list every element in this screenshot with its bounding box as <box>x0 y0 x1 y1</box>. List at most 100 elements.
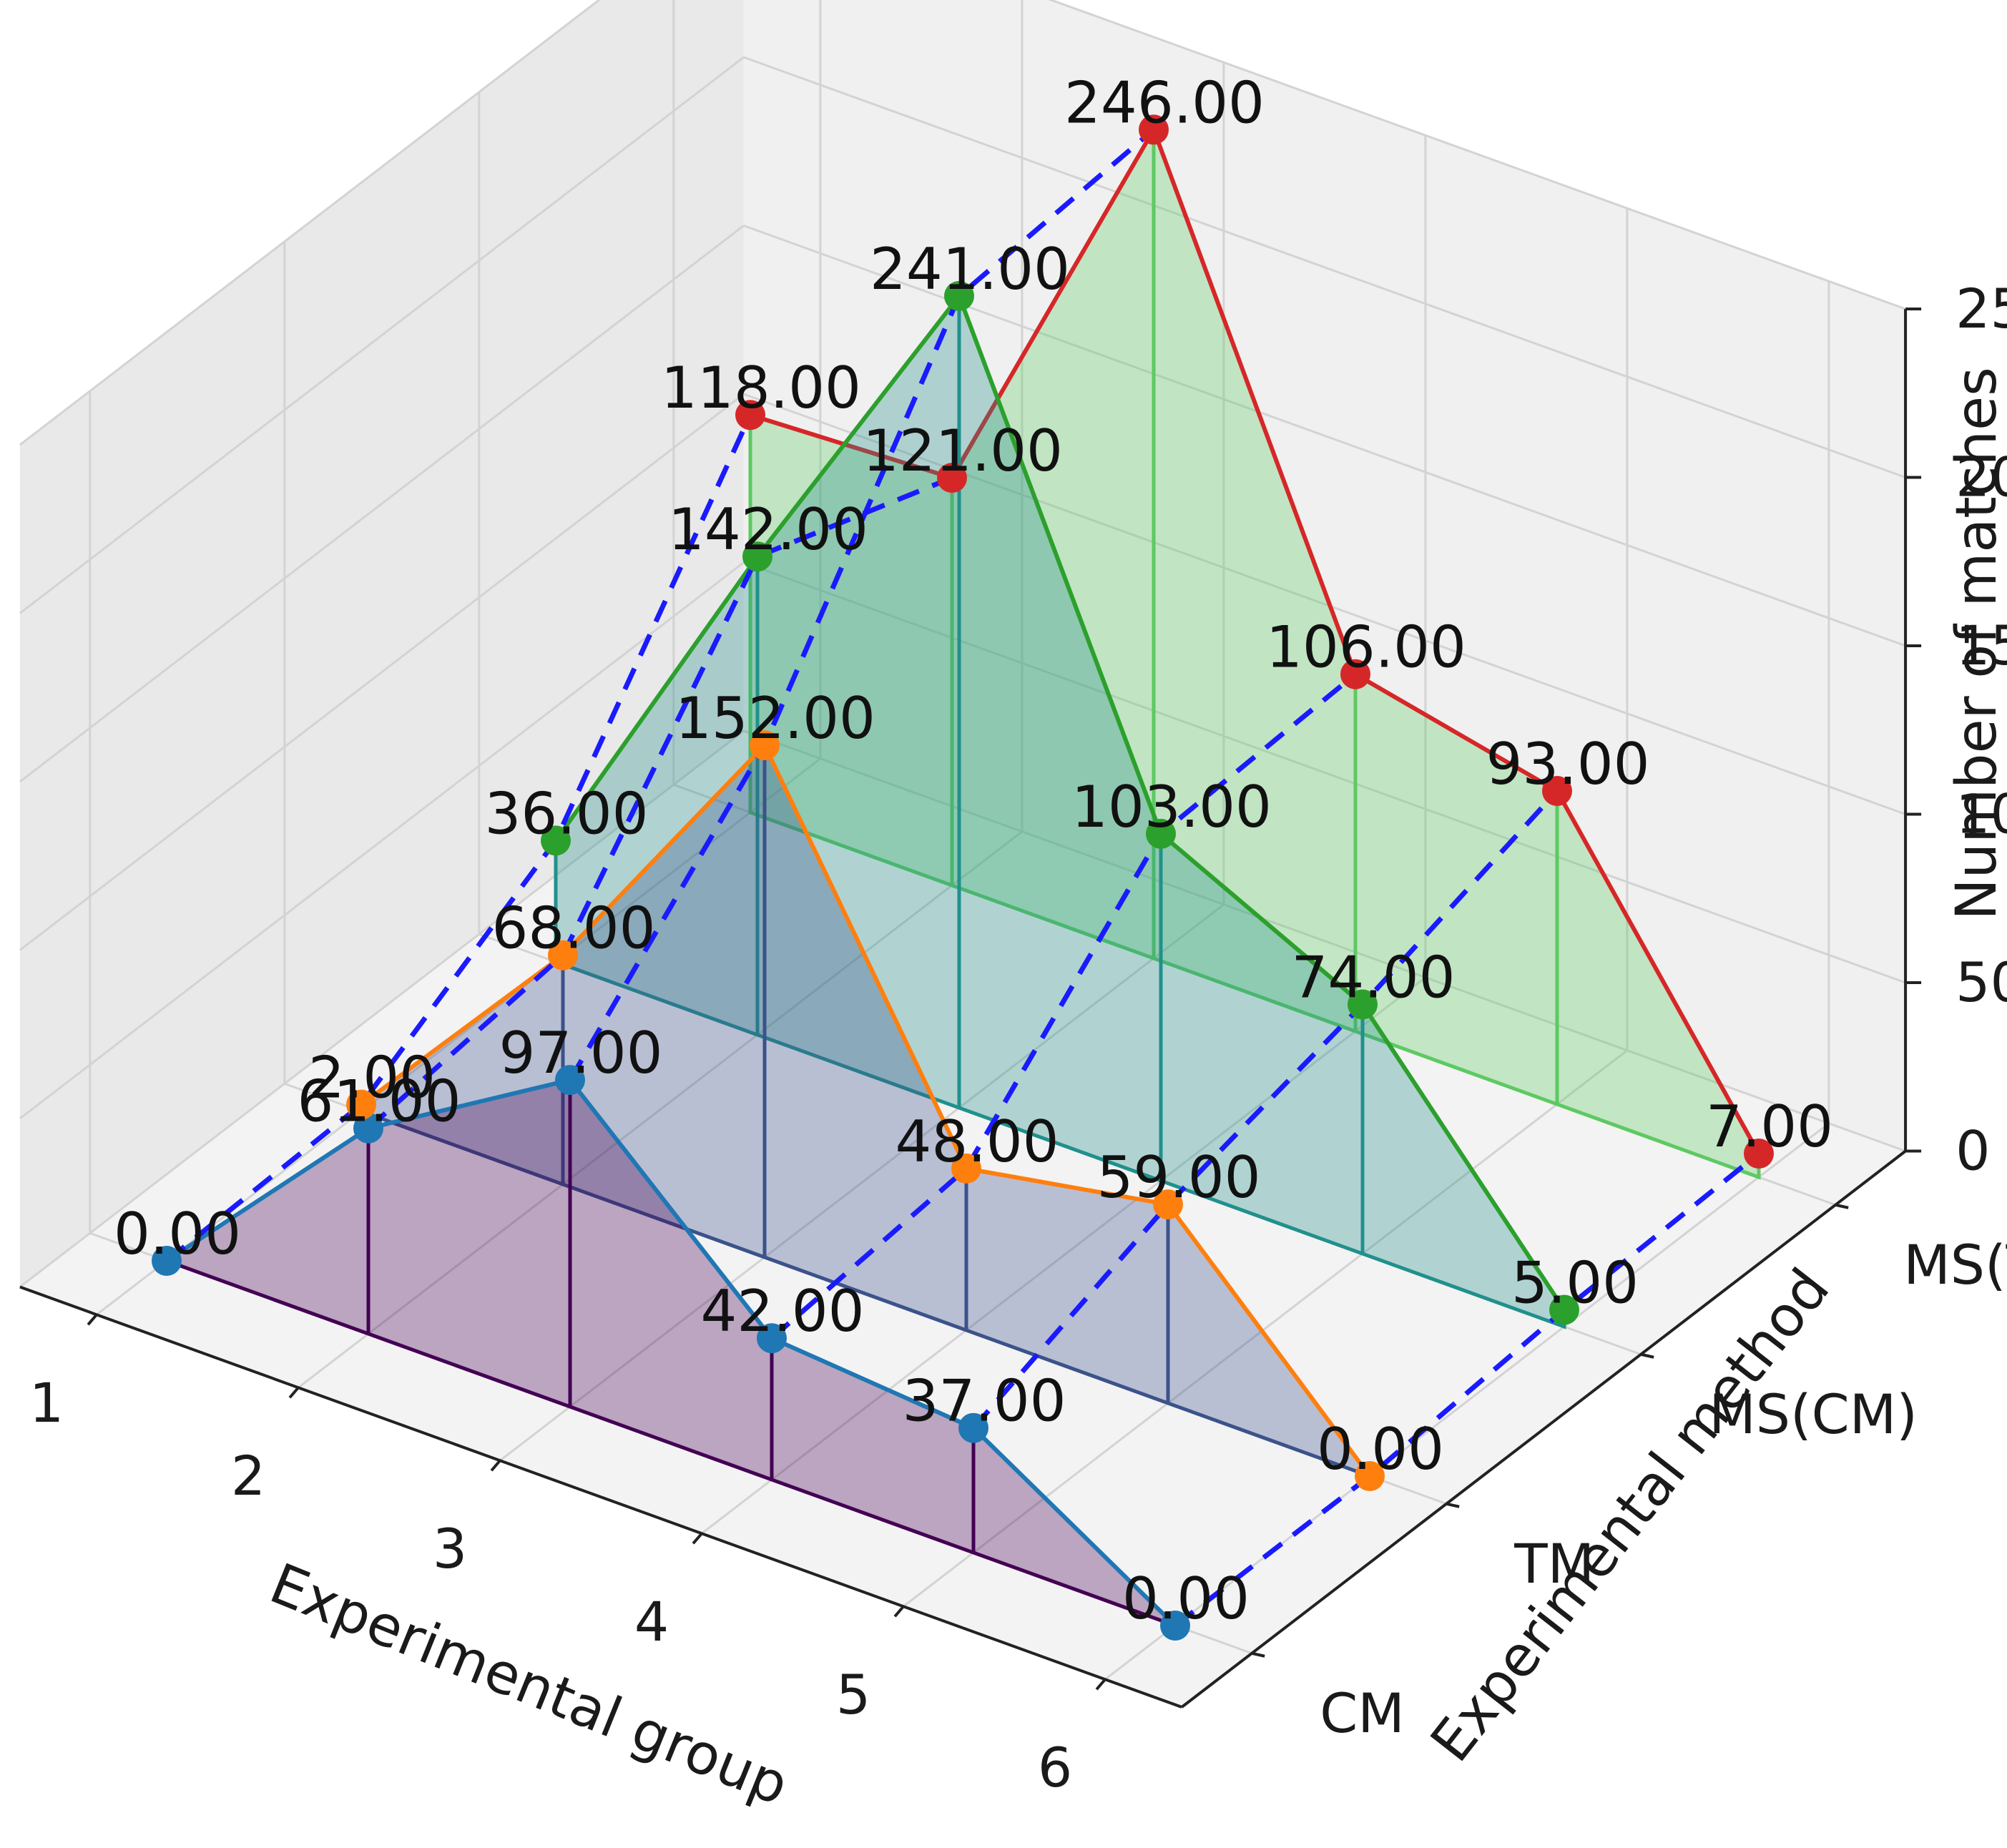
z-tick-label: 150 <box>1956 614 2007 677</box>
y-axis-line <box>1181 1149 1907 1709</box>
data-labels: 0.0061.0097.0042.0037.000.002.0068.00152… <box>114 69 1833 1632</box>
grid-floor-x <box>298 830 1023 1389</box>
data-point <box>1160 1611 1190 1641</box>
data-label: 0.00 <box>1122 1566 1250 1632</box>
data-point <box>951 1153 981 1184</box>
data-label: 118.00 <box>661 355 861 421</box>
group-connector <box>165 413 753 1263</box>
data-point <box>742 541 772 572</box>
x-tick-label: 6 <box>1038 1736 1072 1799</box>
x-tick-mark <box>1095 1678 1106 1691</box>
y-tick-mark <box>1640 1352 1654 1359</box>
group-connector <box>567 127 1156 1081</box>
z-tick-label: 100 <box>1956 782 2007 846</box>
z-tick-label: 200 <box>1956 446 2007 509</box>
data-label: 37.00 <box>902 1368 1066 1435</box>
y-tick-label: CM <box>1320 1681 1405 1745</box>
axis-panes <box>19 0 1906 1707</box>
data-label: 142.00 <box>668 496 868 563</box>
data-point <box>1744 1139 1774 1169</box>
x-tick-mark <box>490 1459 501 1472</box>
grid-back-z <box>743 56 1906 478</box>
x-tick-mark <box>87 1313 98 1326</box>
floor-pane <box>19 731 1906 1707</box>
data-label: 152.00 <box>675 685 875 752</box>
grid-side-z <box>19 0 601 446</box>
data-point <box>548 940 578 970</box>
z-tick-label: 250 <box>1956 277 2007 340</box>
grid-back-z <box>1048 0 1906 310</box>
data-point <box>937 463 967 493</box>
data-label: 68.00 <box>491 895 655 962</box>
data-point <box>152 1246 182 1276</box>
grid-floor-x <box>903 1049 1628 1608</box>
grid-floor-x <box>96 757 821 1316</box>
data-label: 48.00 <box>895 1109 1059 1175</box>
data-point <box>1348 989 1378 1020</box>
x-axis-line <box>19 1285 1182 1709</box>
series-line-MS(CM) <box>554 291 1566 1312</box>
data-label: 246.00 <box>1064 69 1265 136</box>
z-tick-label: 50 <box>1956 950 2007 1014</box>
tick-labels: 1 2 3 4 5 6 CM TM MS(CM) MS(TM) 0 50 100 150 200 250 <box>29 277 2007 1799</box>
grid-side-z <box>19 56 745 614</box>
data-label: 0.00 <box>1317 1416 1444 1483</box>
data-label: 241.00 <box>870 236 1070 303</box>
data-point <box>1340 659 1370 689</box>
data-label: 59.00 <box>1096 1144 1260 1211</box>
grid-side-z <box>19 393 745 951</box>
data-label: 5.00 <box>1511 1250 1639 1317</box>
group-connector <box>770 672 1358 1340</box>
grid-side-z <box>19 729 745 1288</box>
grid-floor-x <box>499 903 1225 1462</box>
y-tick-mark <box>1251 1651 1265 1658</box>
x-tick-mark <box>692 1532 703 1545</box>
y-tick-label: MS(TM) <box>1903 1233 2007 1297</box>
data-label: 0.00 <box>114 1201 241 1267</box>
y-tick-label: MS(CM) <box>1709 1382 1918 1446</box>
data-point <box>750 730 780 761</box>
x-tick-mark <box>893 1605 905 1618</box>
y-tick-mark <box>1446 1502 1460 1508</box>
x-tick-label: 1 <box>29 1371 64 1435</box>
data-point <box>541 825 571 856</box>
data-point <box>1153 1189 1183 1220</box>
grid-floor-x <box>701 976 1426 1535</box>
data-point <box>346 1089 376 1120</box>
series-line-TM <box>360 741 1372 1478</box>
data-label: 2.00 <box>308 1045 436 1111</box>
grid-back-z <box>743 393 1906 815</box>
data-label: 121.00 <box>863 418 1063 484</box>
data-point <box>1146 818 1176 849</box>
grid-back-z <box>743 225 1906 647</box>
group-connector <box>971 789 1559 1430</box>
data-label: 74.00 <box>1291 945 1455 1011</box>
series-line-CM <box>165 1077 1177 1628</box>
data-label: 61.00 <box>297 1068 461 1135</box>
data-point <box>1355 1461 1385 1491</box>
data-label: 103.00 <box>1071 774 1272 840</box>
data-label: 93.00 <box>1486 731 1649 797</box>
x-tick-label: 3 <box>433 1517 467 1581</box>
data-point <box>1139 114 1169 145</box>
axis-lines <box>19 308 1922 1709</box>
x-tick-label: 5 <box>836 1663 870 1726</box>
series-areas <box>162 124 1761 1628</box>
series-line-MS(TM) <box>750 124 1761 1155</box>
z-axis-title: Number of matches <box>1945 367 2007 920</box>
group-connector <box>1173 1151 1761 1628</box>
data-point <box>735 400 765 431</box>
data-point <box>555 1065 585 1096</box>
data-point <box>1549 1294 1579 1325</box>
data-label: 106.00 <box>1266 614 1466 681</box>
data-point <box>944 280 974 311</box>
x-tick-label: 2 <box>231 1444 265 1508</box>
grid-floor-x <box>1104 1122 1830 1681</box>
grid-side-z <box>19 225 745 783</box>
group-connectors <box>165 127 1761 1628</box>
data-label: 7.00 <box>1706 1093 1833 1160</box>
data-label: 42.00 <box>700 1278 864 1345</box>
back-pane <box>743 0 1906 1151</box>
